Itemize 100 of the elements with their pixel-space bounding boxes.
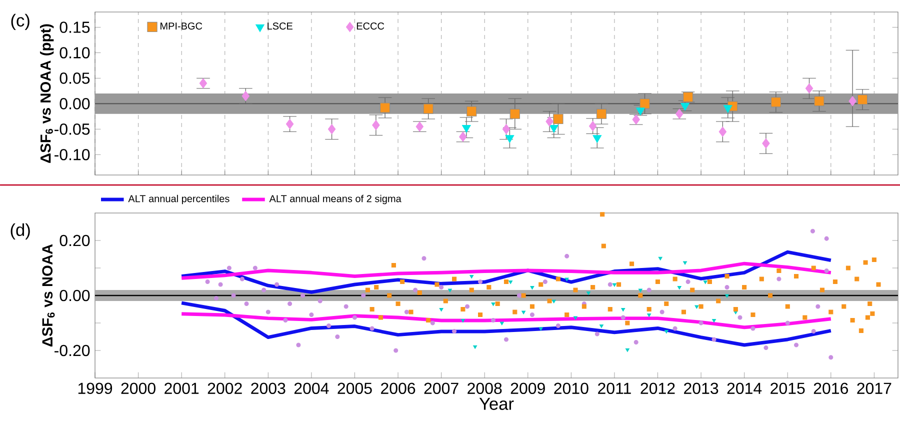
legend-label: LSCE <box>268 22 292 30</box>
x-tick-label: 2016 <box>814 382 848 394</box>
point <box>677 286 682 290</box>
point <box>814 96 824 106</box>
x-tick-label: 2001 <box>164 382 199 394</box>
x-tick-label: 2002 <box>208 382 242 394</box>
point <box>328 124 336 134</box>
point <box>848 96 856 106</box>
x-tick-label: 2013 <box>684 382 718 394</box>
point <box>805 83 814 94</box>
point <box>640 98 650 109</box>
point <box>564 278 569 282</box>
x-tick-label: 2011 <box>598 382 631 394</box>
y-tick-label: 0.15 <box>60 22 90 33</box>
point <box>647 313 652 318</box>
point <box>473 345 478 349</box>
point <box>599 324 604 328</box>
point <box>448 288 452 292</box>
point <box>462 124 471 133</box>
point <box>466 106 477 116</box>
point <box>664 330 668 334</box>
line-series <box>180 250 833 294</box>
y-tick-label: -0.05 <box>54 123 90 135</box>
y-tick-label: 0.00 <box>60 290 90 302</box>
point <box>508 280 513 284</box>
chart-title: (c) <box>11 14 30 30</box>
y-tick-label: 0.05 <box>60 72 90 84</box>
point <box>460 318 465 323</box>
x-tick-label: 2010 <box>554 382 588 394</box>
point <box>683 261 688 265</box>
point <box>199 78 208 88</box>
point <box>680 103 690 111</box>
point <box>762 138 770 148</box>
point <box>694 305 699 309</box>
point <box>286 118 294 130</box>
point <box>553 114 564 124</box>
point <box>549 124 558 133</box>
point <box>632 114 640 125</box>
point <box>703 280 708 284</box>
x-tick-label: 2017 <box>857 382 892 394</box>
x-tick-label: 2008 <box>468 382 502 394</box>
point <box>505 135 514 143</box>
point <box>522 310 526 314</box>
x-tick-label: 2004 <box>294 382 329 394</box>
point <box>380 102 390 113</box>
line-series <box>180 301 833 347</box>
point <box>500 322 504 326</box>
point <box>638 288 642 292</box>
y-tick-label: 0.00 <box>60 98 90 110</box>
point <box>372 120 380 130</box>
point <box>586 291 590 296</box>
point <box>723 105 732 113</box>
x-tick-label: 2000 <box>121 382 156 394</box>
x-axis-title: Year <box>479 398 514 410</box>
x-tick-label: 1999 <box>78 382 112 394</box>
point <box>530 286 534 290</box>
point <box>588 121 597 132</box>
point <box>725 294 730 298</box>
point <box>502 124 510 134</box>
text: (d) <box>10 223 30 240</box>
point <box>718 126 727 137</box>
point <box>676 108 684 119</box>
point <box>658 256 662 260</box>
y-axis-title: ΔSF$_{6}$ vs NOAA (ppt) <box>40 24 54 163</box>
point <box>470 274 474 279</box>
legend-label: ALT annual means of 2 sigma <box>269 194 402 204</box>
point <box>770 97 781 108</box>
point <box>857 94 868 105</box>
point <box>592 135 602 143</box>
point <box>459 132 467 142</box>
point <box>491 302 496 306</box>
point <box>439 308 444 312</box>
x-tick-label: 2005 <box>338 382 372 394</box>
x-tick-label: 2012 <box>640 382 675 394</box>
x-tick-label: 2006 <box>381 382 416 394</box>
line-series <box>180 262 833 280</box>
x-tick-label: 2003 <box>251 382 286 394</box>
point <box>621 308 626 312</box>
x-tick-label: 2007 <box>424 382 458 394</box>
point <box>596 108 607 119</box>
y-tick-label: -0.20 <box>54 344 90 356</box>
point <box>538 327 543 331</box>
y-tick-label: 0.10 <box>60 47 90 58</box>
point <box>712 318 716 323</box>
point <box>552 300 556 304</box>
point <box>242 90 250 102</box>
point <box>625 348 630 352</box>
line-series <box>180 312 833 330</box>
x-tick-label: 2009 <box>510 382 545 394</box>
legend-label: MPI-BGC <box>160 22 202 30</box>
y-tick-label: -0.10 <box>54 148 90 160</box>
x-tick-label: 2014 <box>727 382 762 394</box>
y-tick-label: 0.20 <box>60 234 90 246</box>
point <box>416 122 424 132</box>
x-tick-label: 2015 <box>770 382 805 394</box>
point <box>612 283 616 287</box>
point <box>423 104 434 114</box>
point <box>574 316 578 320</box>
y-axis-title: ΔSF$_{6}$ vs NOAA <box>42 244 55 347</box>
legend-label: ECCC <box>356 22 384 30</box>
